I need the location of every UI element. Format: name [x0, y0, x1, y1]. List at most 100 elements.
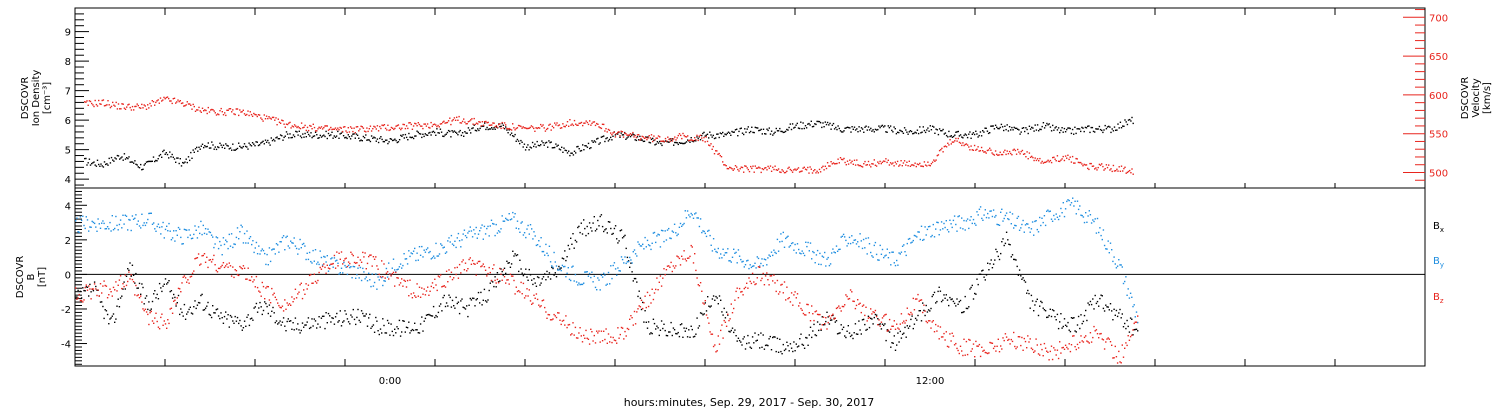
series-bx-point — [702, 314, 704, 316]
density-series-point — [729, 132, 731, 134]
series-bz-point — [168, 322, 170, 325]
series-by-point — [733, 248, 735, 250]
density-series-point — [1132, 122, 1134, 125]
density-series-point — [207, 142, 209, 144]
velocity-series-point — [523, 127, 526, 129]
density-series-point — [747, 126, 749, 128]
velocity-series-point — [747, 168, 749, 171]
series-bx-point — [364, 315, 366, 317]
density-series-point — [638, 139, 640, 141]
series-bz-point — [712, 345, 715, 348]
density-series-point — [587, 142, 590, 145]
density-series-point — [1042, 122, 1045, 124]
density-series-point — [198, 146, 200, 148]
velocity-series-point — [634, 134, 636, 137]
series-bx-point — [981, 270, 983, 272]
series-bx-point — [173, 293, 175, 296]
series-bx-point — [1108, 309, 1110, 311]
series-bz-point — [533, 294, 535, 296]
series-bz-point — [789, 301, 792, 303]
density-series-point — [722, 131, 724, 134]
series-bz-point — [171, 312, 174, 314]
density-series-point — [948, 130, 950, 133]
series-bz-point — [892, 325, 894, 327]
velocity-series-point — [632, 131, 634, 134]
series-by-point — [536, 244, 539, 246]
velocity-series-point — [505, 124, 507, 126]
density-series-point — [843, 130, 845, 132]
velocity-series-point — [493, 122, 495, 124]
series-by-point — [1122, 282, 1125, 285]
velocity-series-point — [986, 149, 989, 152]
density-series-point — [212, 144, 214, 146]
density-series-point — [213, 148, 215, 150]
velocity-series-point — [1083, 163, 1085, 166]
series-bz-point — [658, 281, 660, 283]
velocity-series-point — [802, 167, 804, 169]
series-bz-point — [216, 271, 219, 273]
series-bz-point — [1009, 343, 1011, 345]
density-series-point — [835, 126, 837, 129]
series-by-point — [657, 233, 659, 235]
density-series-point — [879, 126, 881, 129]
series-by-point — [158, 226, 161, 229]
series-bz-point — [539, 306, 541, 308]
velocity-series-point — [840, 158, 843, 161]
velocity-series-point — [194, 110, 197, 112]
series-by-point — [781, 240, 783, 243]
series-bx-point — [942, 299, 944, 301]
density-series-point — [745, 131, 747, 133]
series-bz-point — [347, 261, 350, 263]
density-series-point — [499, 126, 501, 128]
series-bz-point — [132, 281, 135, 283]
series-bz-point — [611, 341, 613, 344]
series-bx-point — [373, 331, 376, 333]
velocity-series-point — [1048, 161, 1050, 163]
density-series-point — [233, 149, 235, 151]
series-bx-point — [181, 311, 183, 314]
density-series-point — [433, 131, 436, 134]
series-by-point — [1106, 248, 1108, 250]
series-bx-point — [394, 328, 396, 330]
velocity-series-point — [267, 117, 269, 120]
velocity-series-point — [649, 137, 652, 139]
density-series-point — [1112, 130, 1115, 132]
series-bz-point — [118, 279, 121, 281]
series-bx-point — [664, 329, 666, 332]
series-bx-point — [775, 350, 777, 353]
density-series-point — [804, 125, 807, 127]
density-series-point — [319, 134, 321, 137]
density-series-point — [888, 127, 891, 129]
series-bx-point — [1011, 254, 1014, 256]
velocity-series-point — [657, 135, 660, 137]
velocity-series-point — [299, 127, 302, 130]
series-by-point — [588, 272, 591, 275]
series-bx-point — [780, 350, 782, 353]
series-bz-point — [1002, 337, 1004, 339]
series-bx-point — [865, 329, 867, 331]
series-bz-point — [790, 292, 793, 294]
series-by-point — [744, 264, 747, 266]
series-bx-point — [208, 313, 210, 316]
series-bx-point — [118, 306, 121, 308]
series-bz-point — [798, 305, 800, 307]
velocity-series-point — [262, 120, 264, 122]
density-series-point — [128, 156, 130, 158]
series-bz-point — [1101, 338, 1103, 340]
series-bz-point — [565, 315, 567, 317]
velocity-series-point — [607, 128, 610, 131]
series-bz-point — [443, 285, 445, 287]
density-series-point — [949, 135, 951, 138]
series-bx-point — [708, 305, 710, 307]
series-bz-point — [614, 339, 617, 342]
density-series-point — [520, 139, 522, 142]
series-by-point — [655, 241, 657, 244]
series-by-point — [922, 239, 924, 241]
series-by-point — [409, 255, 411, 258]
density-series-point — [248, 142, 250, 144]
series-by-point — [831, 252, 833, 254]
series-bx-point — [1010, 256, 1012, 258]
density-series-point — [317, 137, 319, 139]
series-bz-point — [134, 294, 136, 296]
x-axis-label: hours:minutes, Sep. 29, 2017 - Sep. 30, … — [624, 396, 875, 409]
